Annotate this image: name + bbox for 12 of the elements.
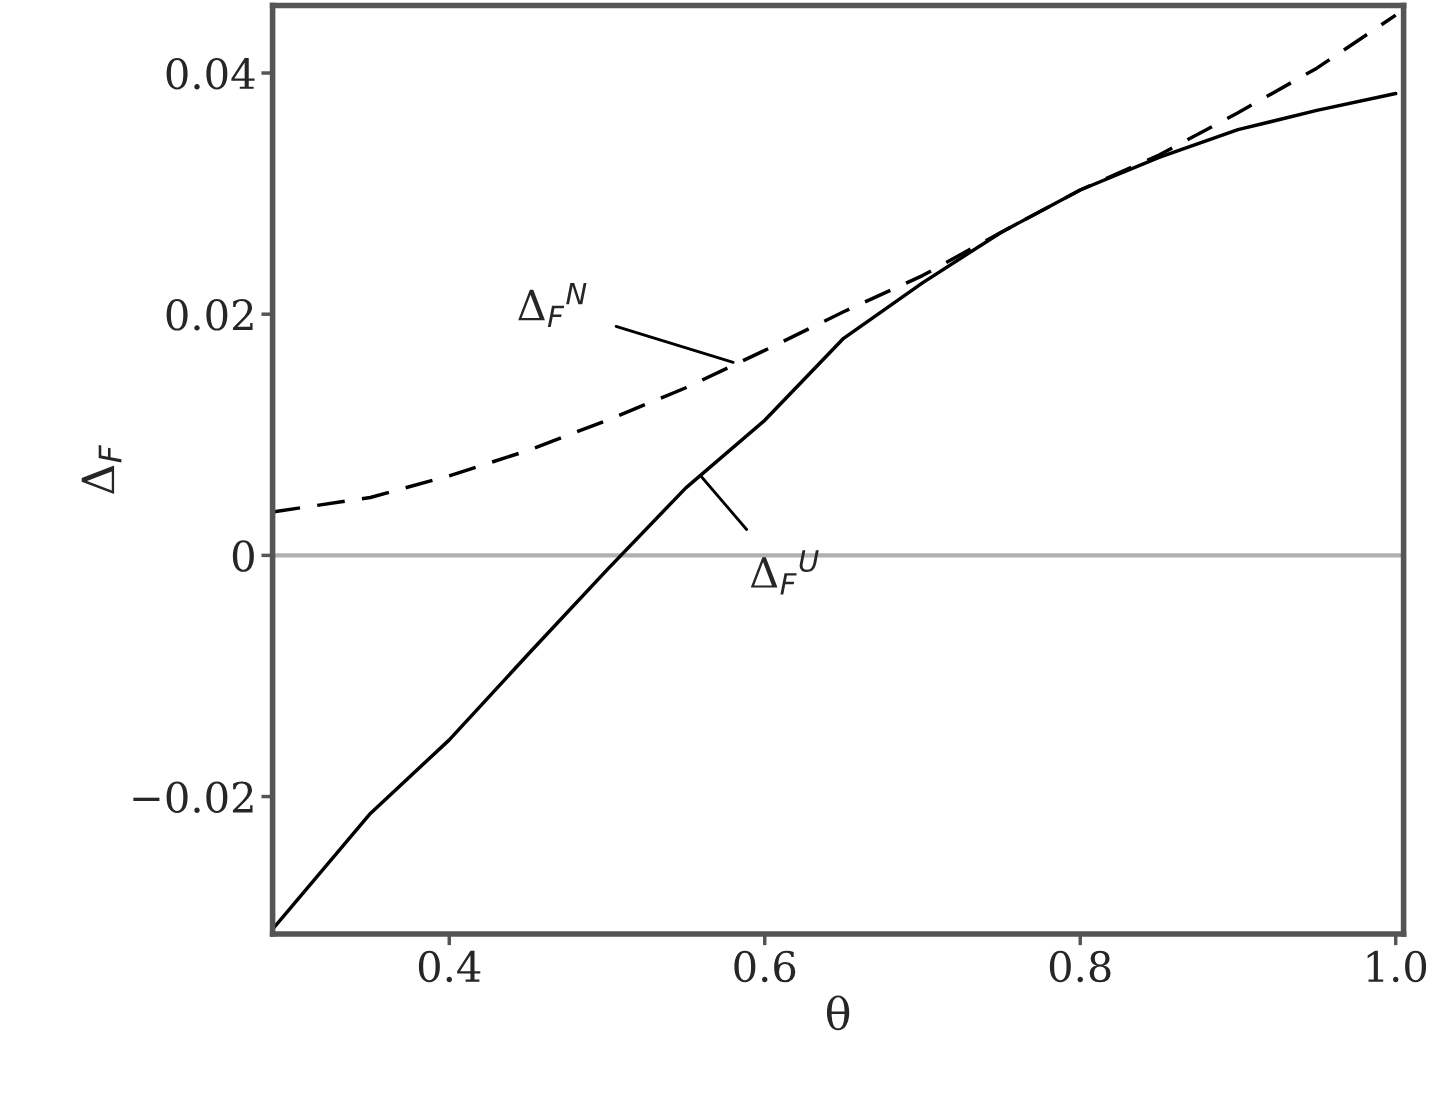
x-tick-label: 0.6 bbox=[734, 950, 796, 983]
annotation: Δ$_{F}$$^{U}$ bbox=[750, 550, 819, 595]
y-tick-label: −0.02 bbox=[133, 781, 253, 813]
y-tick-label: 0.04 bbox=[166, 57, 255, 90]
annotation: Δ$_{F}$$^{N}$ bbox=[518, 283, 587, 328]
x-tick-label: 1.0 bbox=[1367, 950, 1427, 983]
x-tick-label: 0.8 bbox=[1049, 950, 1111, 983]
y-tick-label: 0.02 bbox=[166, 299, 253, 331]
x-axis-title: θ bbox=[826, 995, 850, 1031]
y-tick-label: 0 bbox=[232, 540, 254, 572]
y-axis-title: Δ$_{F}$ bbox=[81, 444, 122, 495]
x-tick-label: 0.4 bbox=[418, 950, 481, 983]
